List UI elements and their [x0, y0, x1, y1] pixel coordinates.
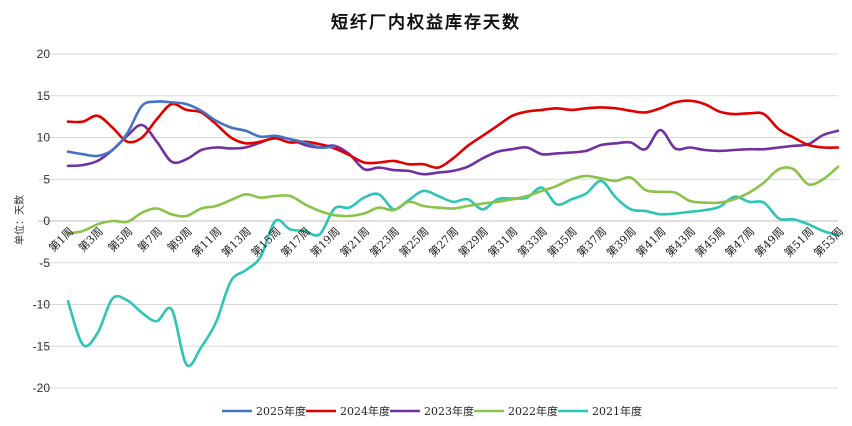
legend-label: 2022年度: [508, 404, 558, 418]
legend-label: 2024年度: [340, 404, 390, 418]
series-line-2023年度: [66, 123, 840, 176]
y-axis-ticks: -20 -15 -10 -5 0 5 10 15 20: [33, 47, 51, 395]
y-tick-label: 0: [43, 214, 50, 228]
series-lines: [66, 99, 840, 368]
series-line-2025年度: [66, 100, 336, 158]
y-tick-label: 20: [37, 47, 51, 61]
y-tick-label: -10: [33, 298, 51, 312]
y-tick-label: -15: [33, 339, 51, 353]
y-tick-label: -20: [33, 381, 51, 395]
legend-label: 2025年度: [256, 404, 306, 418]
y-axis-label: 单位：天数: [13, 195, 26, 245]
legend-label: 2023年度: [424, 404, 474, 418]
series-line-2021年度: [66, 179, 840, 368]
y-tick-label: 5: [43, 172, 50, 186]
series-line-2024年度: [66, 99, 840, 170]
legend-label: 2021年度: [592, 404, 642, 418]
chart-title: 短纤厂内权益库存天数: [331, 12, 521, 33]
legend: 2025年度 2024年度 2023年度 2022年度 2021年度: [222, 404, 642, 418]
y-tick-label: -5: [39, 256, 50, 270]
gridlines: [38, 53, 838, 389]
y-tick-label: 10: [37, 131, 51, 145]
y-tick-label: 15: [37, 89, 51, 103]
series-line-2022年度: [66, 165, 840, 235]
